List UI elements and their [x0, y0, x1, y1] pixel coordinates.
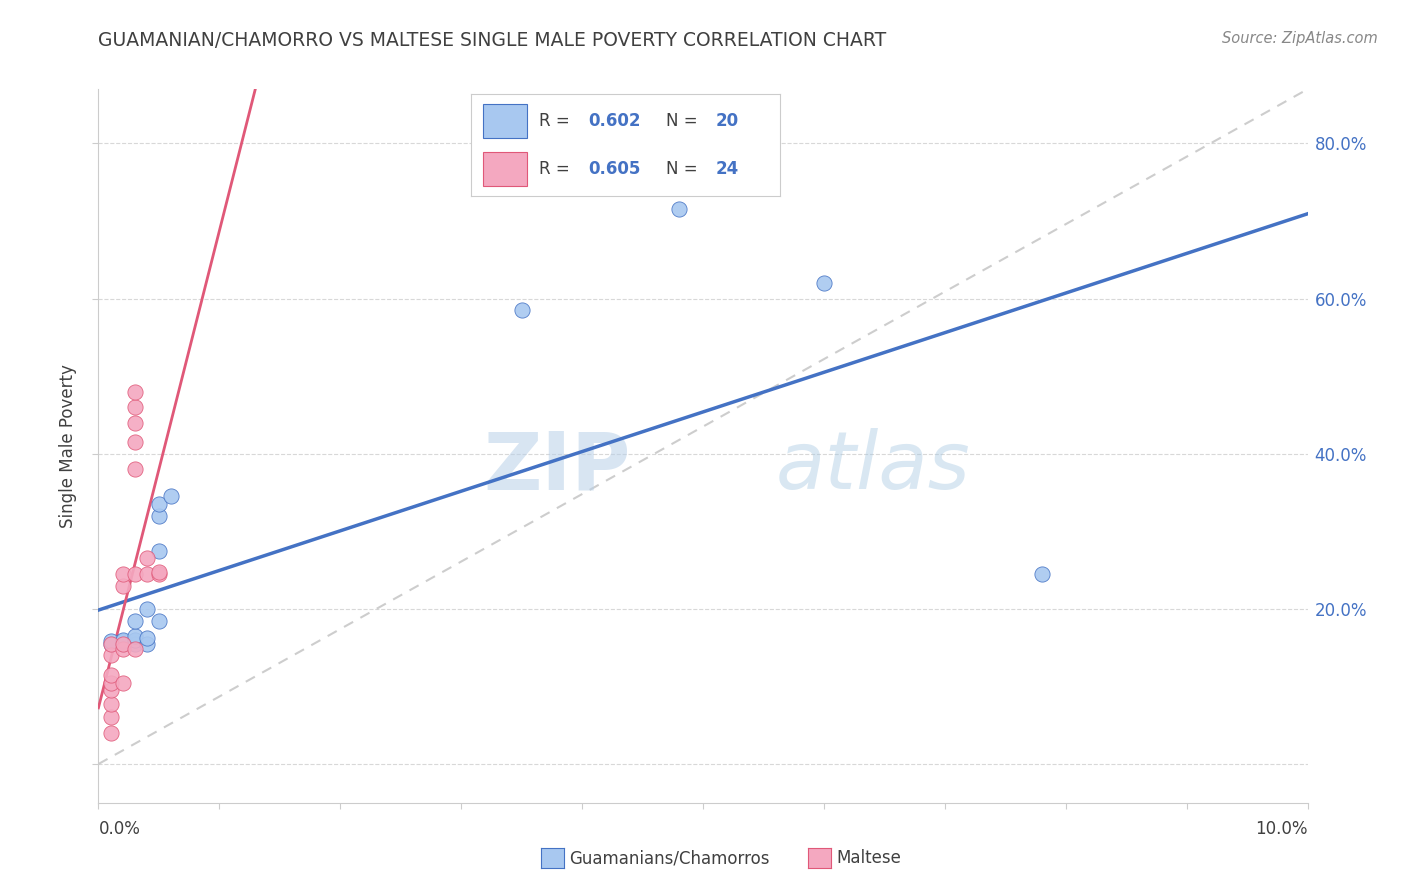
Text: Source: ZipAtlas.com: Source: ZipAtlas.com	[1222, 31, 1378, 46]
Point	[100, 637, 122, 651]
Text: 10.0%: 10.0%	[1256, 820, 1308, 838]
Point	[148, 614, 170, 628]
Point	[124, 416, 146, 430]
Text: R =: R =	[538, 160, 575, 178]
Point	[124, 435, 146, 450]
Point	[100, 637, 122, 651]
Point	[124, 632, 146, 647]
Point	[124, 642, 146, 657]
Text: N =: N =	[666, 112, 703, 130]
Point	[124, 566, 146, 581]
Text: R =: R =	[538, 112, 575, 130]
Point	[124, 637, 146, 651]
Text: GUAMANIAN/CHAMORRO VS MALTESE SINGLE MALE POVERTY CORRELATION CHART: GUAMANIAN/CHAMORRO VS MALTESE SINGLE MAL…	[98, 31, 887, 50]
Point	[100, 710, 122, 724]
Point	[111, 632, 134, 647]
Y-axis label: Single Male Poverty: Single Male Poverty	[59, 364, 77, 528]
Point	[100, 634, 122, 648]
Point	[111, 642, 134, 657]
Text: N =: N =	[666, 160, 703, 178]
Text: 0.602: 0.602	[589, 112, 641, 130]
Point	[135, 551, 157, 566]
Point	[160, 490, 183, 504]
Text: ZIP: ZIP	[484, 428, 630, 507]
Point	[111, 675, 134, 690]
Point	[510, 303, 533, 318]
Point	[135, 602, 157, 616]
Point	[135, 637, 157, 651]
Bar	[484, 104, 527, 137]
Bar	[484, 153, 527, 186]
Point	[124, 614, 146, 628]
Point	[100, 726, 122, 740]
Point	[111, 637, 134, 651]
Point	[148, 508, 170, 523]
Point	[148, 565, 170, 579]
Text: Maltese: Maltese	[837, 849, 901, 867]
Point	[135, 632, 157, 646]
Point	[100, 668, 122, 682]
Text: 0.0%: 0.0%	[98, 820, 141, 838]
Point	[148, 566, 170, 581]
Point	[111, 579, 134, 593]
Point	[135, 566, 157, 581]
Point	[148, 497, 170, 511]
Text: 24: 24	[716, 160, 738, 178]
Text: 20: 20	[716, 112, 738, 130]
Text: 0.605: 0.605	[589, 160, 641, 178]
Point	[100, 697, 122, 711]
Point	[111, 637, 134, 651]
Point	[100, 675, 122, 690]
Point	[100, 683, 122, 698]
Point	[124, 629, 146, 643]
Point	[111, 566, 134, 581]
Point	[668, 202, 690, 217]
Point	[124, 401, 146, 415]
Point	[124, 462, 146, 476]
Point	[148, 543, 170, 558]
Point	[124, 384, 146, 399]
Point	[1031, 566, 1053, 581]
Point	[813, 276, 835, 290]
Point	[100, 648, 122, 663]
Text: Guamanians/Chamorros: Guamanians/Chamorros	[569, 849, 770, 867]
Point	[111, 634, 134, 648]
Text: atlas: atlas	[776, 428, 970, 507]
